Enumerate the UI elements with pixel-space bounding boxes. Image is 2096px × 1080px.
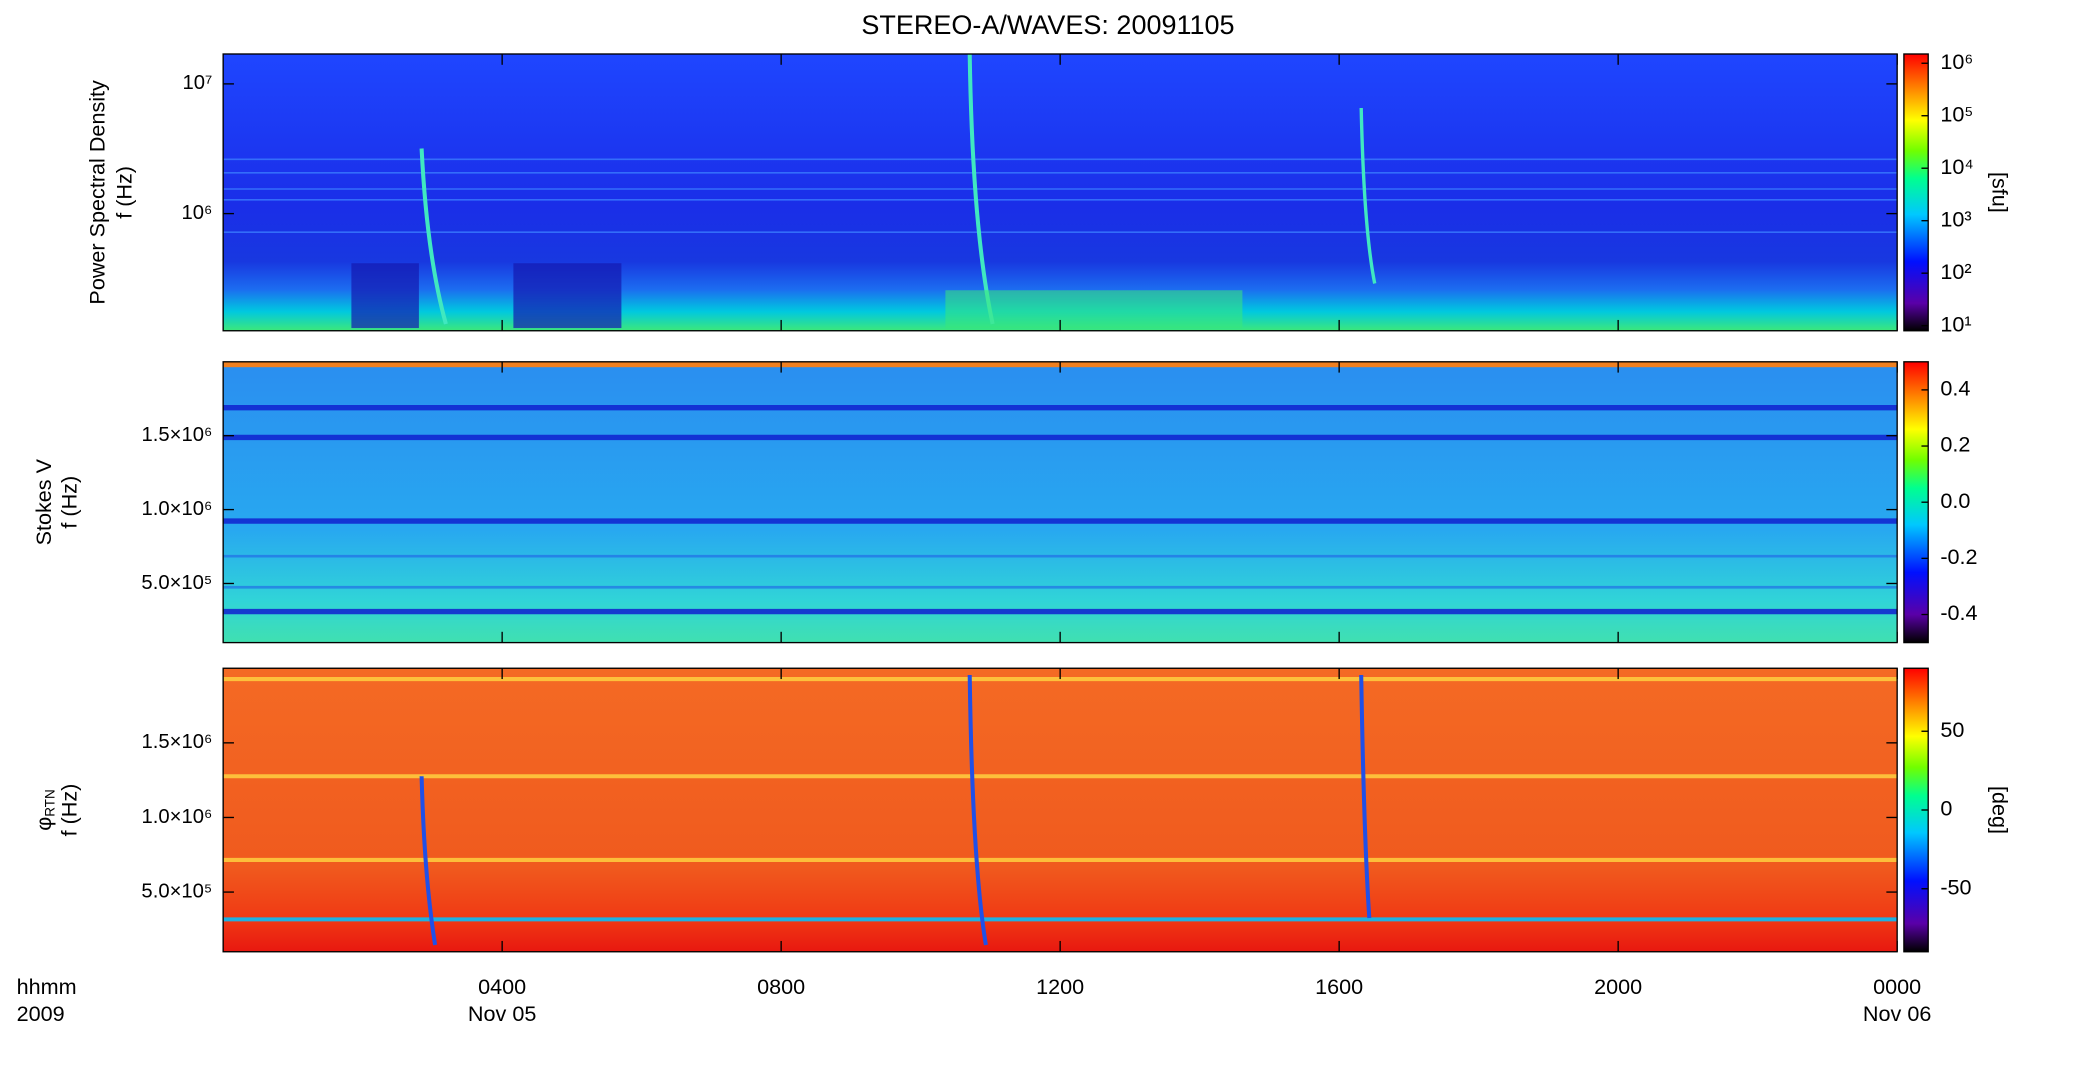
y-tick-label: 10⁶ <box>181 202 212 224</box>
spectrogram-background <box>223 53 1898 952</box>
y-axis-label-main: φ <box>31 817 56 831</box>
y-axis-label-sub: RTN <box>42 789 57 817</box>
y-axis-label: f (Hz) <box>56 784 81 837</box>
y-tick-label: 5.0×10⁵ <box>141 572 212 594</box>
y-axis-label: φRTN <box>31 789 57 831</box>
x-tick-label: 0800 <box>757 974 805 999</box>
y-tick-label: 1.5×10⁶ <box>142 731 213 753</box>
y-tick-label: 5.0×10⁵ <box>141 880 212 902</box>
colorbar <box>1903 53 1929 332</box>
y-tick-label: 1.0×10⁶ <box>142 498 213 520</box>
colorbar-tick-label: 10¹ <box>1940 311 1971 336</box>
y-tick-label: 1.0×10⁶ <box>142 806 213 828</box>
x-tick-label: 0000 <box>1873 974 1921 999</box>
x-tick-label: 1200 <box>1036 974 1084 999</box>
colorbar-tick-label: 10⁴ <box>1940 154 1973 179</box>
y-axis-label: Stokes V <box>31 458 56 545</box>
y-axis-label-main: Stokes V <box>31 458 56 545</box>
colorbar-tick-label: -50 <box>1940 874 1971 899</box>
x-date-label: Nov 05 <box>468 1001 536 1026</box>
colorbar-tick-label: 0.2 <box>1940 432 1970 457</box>
colorbar-tick-label: 0.0 <box>1940 488 1970 513</box>
x-tick-label: 0400 <box>478 974 526 999</box>
colorbar-tick-label: -0.4 <box>1940 600 1977 625</box>
colorbar-tick-label: 0.4 <box>1940 376 1970 401</box>
y-axis-label: Power Spectral Density <box>85 80 110 305</box>
x-axis-label: hhmm <box>17 974 77 999</box>
x-axis-sublabel: 2009 <box>17 1001 65 1026</box>
colorbar-tick-label: 10⁶ <box>1940 49 1973 74</box>
chart-title: STEREO-A/WAVES: 20091105 <box>861 10 1234 40</box>
colorbar-tick-label: 0 <box>1940 796 1952 821</box>
x-date-label: Nov 06 <box>1863 1001 1931 1026</box>
x-tick-label: 2000 <box>1594 974 1642 999</box>
colorbar-tick-label: 50 <box>1940 717 1964 742</box>
y-tick-label: 10⁷ <box>182 72 212 94</box>
colorbar-tick-label: 10² <box>1940 259 1971 284</box>
colorbar-tick-label: 10³ <box>1940 206 1971 231</box>
colorbar-tick-label: -0.2 <box>1940 544 1977 569</box>
colorbar-label: [sfu] <box>1988 172 2013 213</box>
colorbar-tick-label: 10⁵ <box>1940 101 1973 126</box>
y-tick-label: 1.5×10⁶ <box>142 424 213 446</box>
y-axis-label: f (Hz) <box>112 166 137 219</box>
y-axis-label: f (Hz) <box>56 476 81 529</box>
x-tick-label: 1600 <box>1315 974 1363 999</box>
colorbar-label: [deg] <box>1988 786 2013 834</box>
